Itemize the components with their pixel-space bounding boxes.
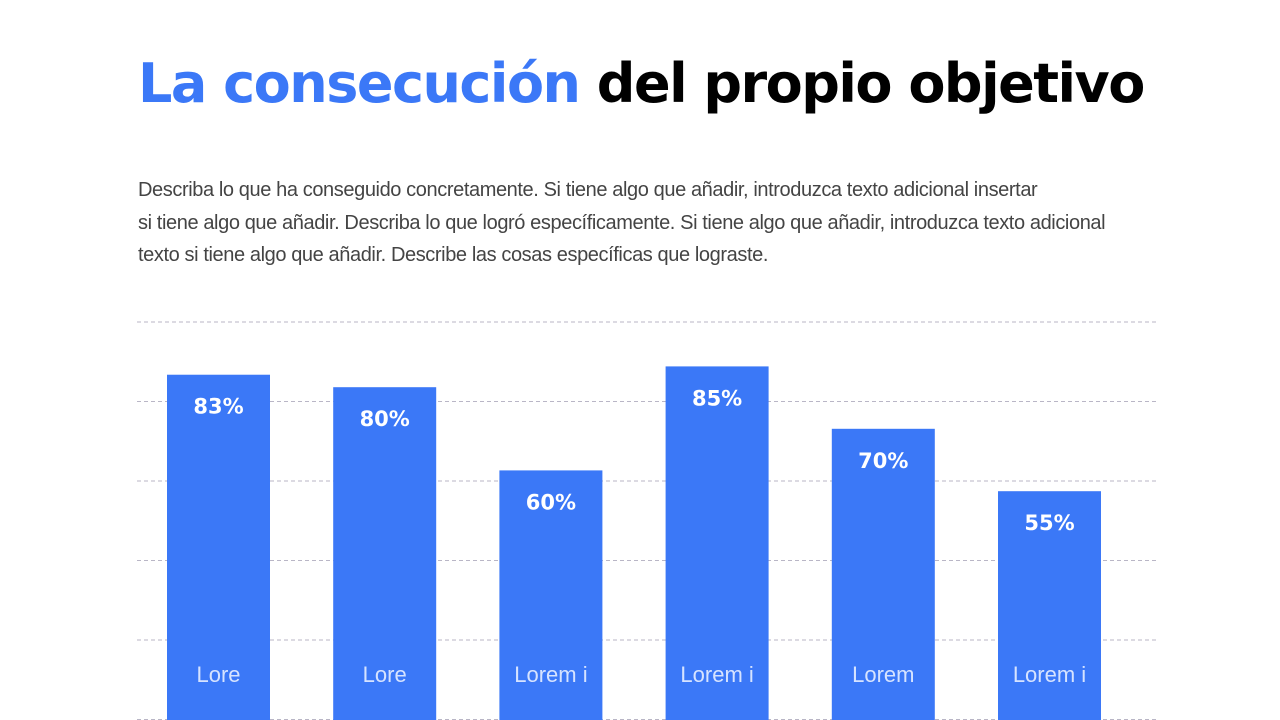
description-line: si tiene algo que añadir. Describa lo qu… — [138, 211, 1106, 234]
data-label: 55% — [1024, 511, 1074, 535]
category-label: Lorem — [852, 662, 914, 687]
data-label: 60% — [526, 490, 576, 514]
bar — [998, 491, 1101, 720]
category-label: Lorem i — [680, 662, 753, 687]
bar — [831, 428, 935, 720]
title-rest: del propio objetivo — [596, 52, 1146, 115]
category-label: Lorem i — [1013, 662, 1086, 687]
description-line: Describa lo que ha conseguido concretame… — [138, 179, 1038, 201]
bar — [499, 470, 603, 720]
title-accent: La consecución — [138, 52, 581, 115]
slide-title: La consecución del propio objetivo — [138, 52, 1146, 117]
category-label: Lorem i — [514, 662, 587, 687]
data-label: 83% — [193, 395, 243, 419]
bar — [333, 387, 437, 720]
bar — [167, 374, 270, 720]
bar — [665, 366, 769, 720]
category-label: Lore — [363, 662, 407, 687]
data-label: 70% — [858, 449, 908, 473]
description: Describa lo que ha conseguido concretame… — [138, 174, 1208, 272]
data-label: 80% — [360, 407, 410, 431]
description-line: texto si tiene algo que añadir. Describe… — [138, 244, 768, 266]
category-label: Lore — [196, 662, 240, 687]
data-label: 85% — [692, 386, 742, 410]
